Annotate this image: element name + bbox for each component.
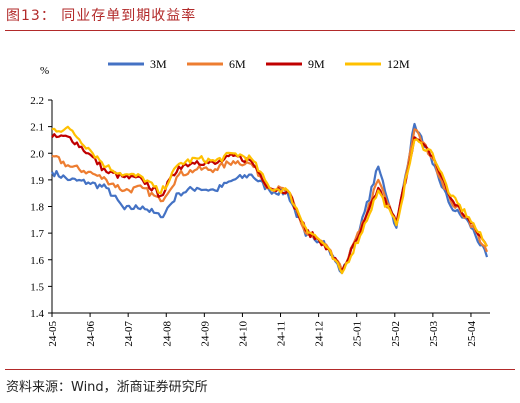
- source-note: 资料来源：Wind，浙商证券研究所: [6, 380, 208, 395]
- legend-label: 9M: [308, 57, 325, 71]
- y-tick-label: 1.6: [30, 255, 44, 267]
- x-tick-label: 25-01: [352, 321, 364, 347]
- x-tick-label: 25-03: [428, 321, 440, 347]
- x-tick-label: 24-05: [47, 321, 59, 347]
- legend-label: 3M: [150, 57, 167, 71]
- x-tick-label: 25-04: [466, 321, 478, 347]
- x-axis: 24-05 24-06 24-07 24-08 24-09 24-10 24-11 24-12…: [47, 312, 490, 347]
- source-rule: [5, 369, 515, 370]
- y-tick-label: 1.9: [30, 175, 44, 187]
- y-tick-label: 1.8: [30, 202, 44, 214]
- y-tick-label: 1.4: [30, 308, 44, 320]
- title-rule: [5, 30, 515, 31]
- y-axis: 1.4 1.5 1.6 1.7 1.8 1.9 2.0 2.1 2.2: [30, 95, 53, 320]
- x-tick-label: 24-07: [123, 321, 135, 347]
- y-tick-label: 2.1: [30, 122, 44, 134]
- x-tick-label: 24-09: [199, 321, 211, 347]
- yield-line-chart: 3M 6M 9M 12M % 1.41.51.61.71.81.92.02.12.2 …: [30, 57, 490, 347]
- x-tick-label: 24-08: [161, 321, 173, 347]
- series-layer: [51, 122, 489, 275]
- y-tick-label: 2.0: [30, 148, 44, 160]
- y-tick-label: 2.2: [30, 95, 44, 107]
- y-tick-label: 1.5: [30, 281, 44, 293]
- series-line-12m: [51, 125, 488, 275]
- figure-title: 图13： 同业存单到期收益率: [6, 8, 197, 24]
- x-tick-label: 24-10: [237, 321, 249, 347]
- series-line-3m: [51, 122, 489, 275]
- y-tick-label: 1.7: [30, 228, 44, 240]
- x-tick-label: 25-02: [390, 321, 402, 347]
- x-tick-label: 24-06: [85, 321, 97, 347]
- legend-label: 6M: [229, 57, 246, 71]
- y-axis-unit-label: %: [40, 65, 49, 77]
- chart-legend: 3M 6M 9M 12M: [108, 57, 410, 71]
- legend-label: 12M: [387, 57, 410, 71]
- series-line-9m: [51, 133, 488, 272]
- x-tick-label: 24-11: [276, 321, 288, 346]
- x-tick-label: 24-12: [314, 321, 326, 347]
